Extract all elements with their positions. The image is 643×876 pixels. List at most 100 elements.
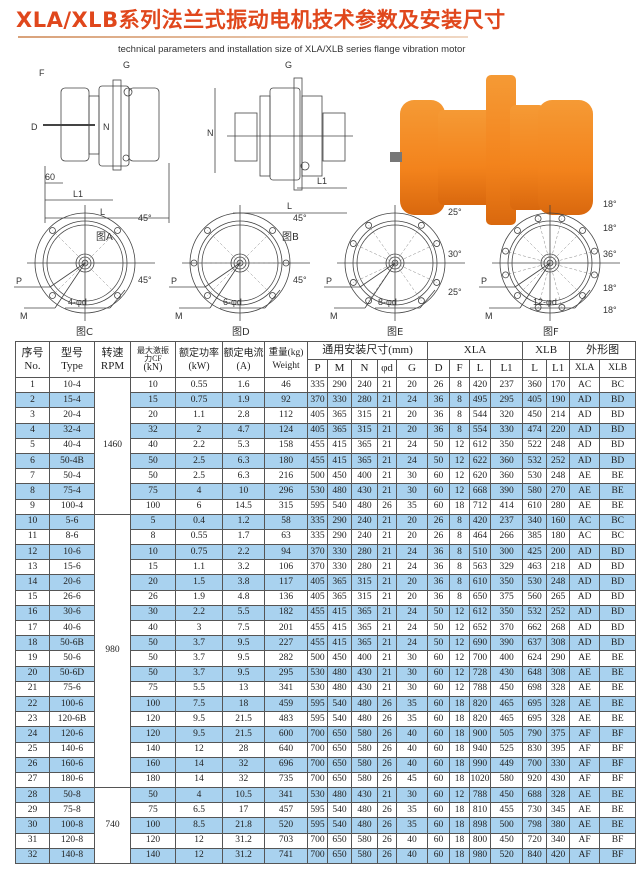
table-cell: 21	[377, 422, 397, 439]
table-cell: 120-8	[49, 832, 95, 849]
table-cell: 60	[427, 847, 451, 865]
table-cell: 94	[264, 544, 308, 561]
table-cell: 455	[307, 635, 328, 652]
table-cell: 2	[175, 422, 223, 439]
table-cell: 350	[490, 574, 524, 591]
table-cell: 21	[377, 787, 397, 804]
table-cell: 270	[546, 483, 571, 500]
subheader-cell: φd	[377, 359, 397, 378]
table-cell: 700	[307, 726, 328, 743]
table-cell: 7.5	[222, 619, 265, 637]
center-line	[549, 230, 583, 264]
table-cell: 21	[377, 483, 397, 500]
dim-label-l: L	[100, 207, 105, 217]
table-cell: 525	[490, 741, 524, 758]
table-cell: 136	[264, 589, 308, 606]
table-cell: 480	[327, 680, 352, 697]
table-cell: 700	[307, 832, 328, 849]
header-amp: 额定电流 (A)	[222, 341, 265, 378]
table-cell: 26	[377, 695, 397, 713]
table-cell: BE	[599, 650, 637, 667]
figure-c-caption: 图C	[76, 327, 93, 338]
table-cell: 26	[377, 726, 397, 743]
table-cell: 788	[469, 787, 492, 804]
center-line	[353, 243, 396, 264]
table-cell: AF	[569, 771, 601, 789]
table-cell: 9.5	[175, 726, 223, 743]
table-cell: 21	[377, 452, 397, 470]
angle-label: 45°	[293, 213, 307, 223]
angle-label: 25°	[448, 287, 462, 297]
table-cell: 405	[522, 392, 548, 409]
table-cell: 480	[351, 802, 378, 819]
drawing-line	[264, 289, 281, 309]
table-cell: 532	[522, 604, 548, 622]
bolt-hole	[269, 227, 276, 234]
bolt-hole	[49, 292, 56, 299]
table-cell: 26	[427, 376, 451, 394]
table-cell: 15	[15, 589, 50, 606]
table-cell: 120	[130, 832, 176, 849]
table-cell: 563	[469, 559, 492, 576]
table-cell: 21	[377, 665, 397, 682]
table-cell: 280	[546, 498, 571, 515]
table-cell: 20	[395, 574, 429, 591]
table-cell: 544	[469, 407, 492, 424]
header-common-dimensions: 通用安装尺寸(mm)	[306, 341, 429, 360]
table-cell: 295	[264, 665, 308, 682]
table-cell: 36	[427, 559, 451, 576]
table-cell: 8	[449, 574, 471, 591]
dim-label-l1: L1	[317, 176, 327, 186]
table-cell: 50	[130, 650, 176, 667]
table-cell: 495	[469, 392, 492, 409]
table-cell: 180	[546, 528, 571, 546]
table-cell: 15-6	[49, 559, 95, 576]
table-cell: 415	[327, 635, 352, 652]
table-row: 2 15-4 15 0.75 1.9 92 370 330 280 21 24 36 8 495 295 40…	[15, 392, 637, 409]
table-cell: 50-6D	[49, 665, 95, 682]
table-row: 1 10-4 1460 10 0.55 1.6 46 335 290 240 21 20 26 8 420 2…	[15, 376, 637, 515]
dim-label-g: G	[123, 60, 130, 70]
table-cell: 400	[351, 650, 378, 667]
table-cell: 405	[307, 422, 328, 439]
table-cell: 112	[264, 407, 308, 424]
table-cell: 21	[377, 513, 397, 530]
table-cell: 3.2	[222, 559, 265, 576]
table-cell: BD	[599, 392, 637, 409]
table-cell: 820	[469, 695, 492, 713]
table-cell: 610	[522, 498, 548, 515]
table-cell: 45	[395, 771, 429, 789]
bolt-hole	[534, 215, 542, 222]
table-cell: 530	[307, 483, 328, 500]
table-cell: 20	[395, 422, 429, 439]
table-cell: 365	[351, 452, 378, 470]
table-cell: AE	[569, 711, 601, 728]
table-cell: 330	[327, 559, 352, 576]
table-cell: 32	[130, 422, 176, 439]
table-row: 22 100-6 100 7.5 18 459 595 540 480 26 35 60 18 820 46…	[15, 695, 637, 713]
table-cell: 35	[395, 695, 429, 713]
table-cell: 540	[327, 802, 352, 819]
table-cell: 180-6	[49, 771, 95, 789]
table-row: 16 30-6 30 2.2 5.5 182 455 415 365 21 24 50 12 612 350…	[15, 604, 637, 622]
rpm-cell: 1460	[94, 377, 131, 515]
table-cell: 0.75	[175, 544, 223, 561]
table-cell: 500	[307, 468, 328, 485]
table-cell: 248	[546, 574, 571, 591]
table-cell: 20	[15, 665, 50, 682]
table-cell: 21	[377, 604, 397, 622]
table-cell: 75	[130, 802, 176, 819]
table-cell: 328	[546, 711, 571, 728]
table-cell: 50-4	[49, 468, 95, 485]
table-cell: BD	[599, 544, 637, 561]
table-cell: 2.2	[222, 544, 265, 561]
header-cf: 最大激振力CF (kN)	[130, 341, 176, 378]
table-cell: 662	[522, 619, 548, 637]
table-cell: 540	[327, 695, 352, 713]
table-cell: 21.5	[222, 726, 265, 743]
table-cell: 580	[351, 771, 378, 789]
table-cell: 220	[546, 422, 571, 439]
table-cell: AE	[569, 817, 601, 834]
table-cell: 252	[546, 604, 571, 622]
table-cell: 60	[427, 711, 451, 728]
